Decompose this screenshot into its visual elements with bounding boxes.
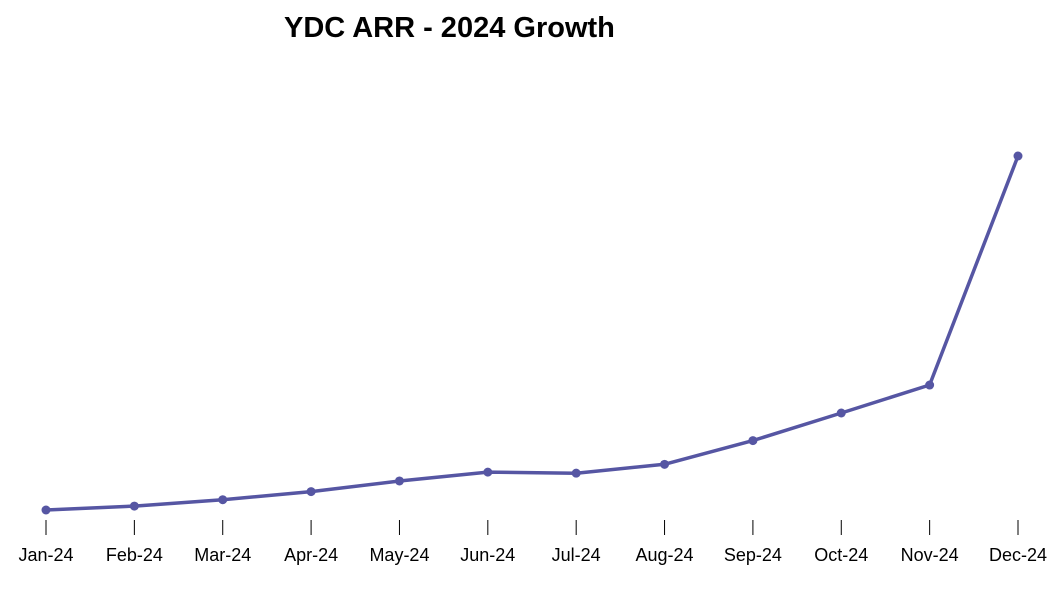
data-point [218, 495, 228, 505]
data-point [571, 468, 581, 478]
x-tick-label: Jun-24 [460, 545, 515, 565]
x-tick-label: Jan-24 [18, 545, 73, 565]
data-point [660, 459, 670, 469]
series-arr [41, 151, 1023, 515]
data-point [748, 436, 758, 446]
data-point [394, 476, 404, 486]
x-tick-label: Feb-24 [106, 545, 163, 565]
data-point [925, 380, 935, 390]
chart-title: YDC ARR - 2024 Growth [284, 12, 615, 44]
x-tick-label: Oct-24 [814, 545, 868, 565]
x-tick-label: Mar-24 [194, 545, 251, 565]
data-point [483, 467, 493, 477]
x-tick-label: May-24 [369, 545, 429, 565]
x-tick-label: Sep-24 [724, 545, 782, 565]
x-tick-label: Dec-24 [989, 545, 1047, 565]
x-tick-label: Aug-24 [636, 545, 694, 565]
data-point [129, 501, 139, 511]
data-point [41, 505, 51, 515]
x-tick-label: Jul-24 [552, 545, 601, 565]
x-tick-label: Nov-24 [901, 545, 959, 565]
series-line [44, 154, 1020, 512]
x-tick-label: Apr-24 [284, 545, 338, 565]
data-point [836, 408, 846, 418]
x-axis: Jan-24 Feb-24 Mar-24 Apr-24 May-24 Jun-24 Jul-… [18, 520, 1047, 565]
data-point [306, 487, 316, 497]
data-point [1013, 151, 1023, 161]
